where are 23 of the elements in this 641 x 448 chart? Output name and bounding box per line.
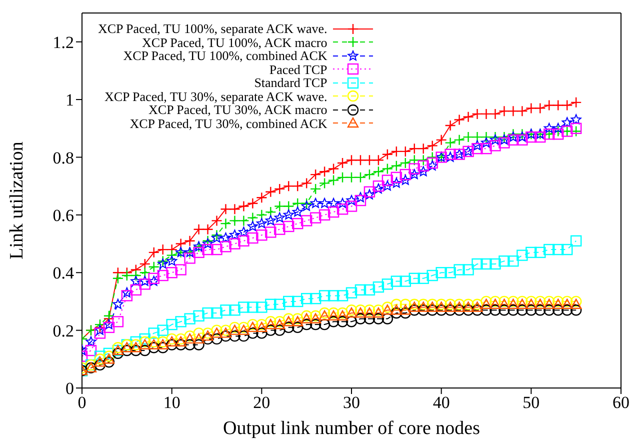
legend-label: XCP Paced, TU 30%, separate ACK wave. [104,88,328,104]
x-tick-label: 10 [163,393,180,412]
y-tick-label: 0.6 [52,206,74,225]
x-tick-label: 0 [78,393,86,412]
y-tick-label: 1.2 [52,32,74,52]
y-axis-title: Link utilization [6,141,28,260]
y-tick-label: 0.4 [52,264,74,283]
legend-label: Paced TCP [269,62,328,76]
x-axis-title: Output link number of core nodes [223,418,480,439]
legend-label: Standard TCP [254,75,328,90]
x-tick-label: 40 [432,393,450,412]
legend-label: XCP Paced, TU 100%, ACK macro [142,34,328,50]
legend-label: XCP Paced, TU 100%, separate ACK wave. [98,21,328,36]
legend-label: XCP Paced, TU 100%, combined ACK [123,48,328,63]
x-tick-label: 20 [253,393,270,412]
y-tick-label: 1 [66,90,74,110]
x-tick-label: 60 [612,393,630,412]
legend-label: XCP Paced, TU 30%, combined ACK [130,116,328,130]
x-tick-label: 30 [343,393,360,412]
x-tick-label: 50 [522,393,540,412]
y-tick-label: 0.2 [52,321,74,340]
y-tick-label: 0 [66,379,74,398]
y-tick-label: 0.8 [52,148,74,168]
